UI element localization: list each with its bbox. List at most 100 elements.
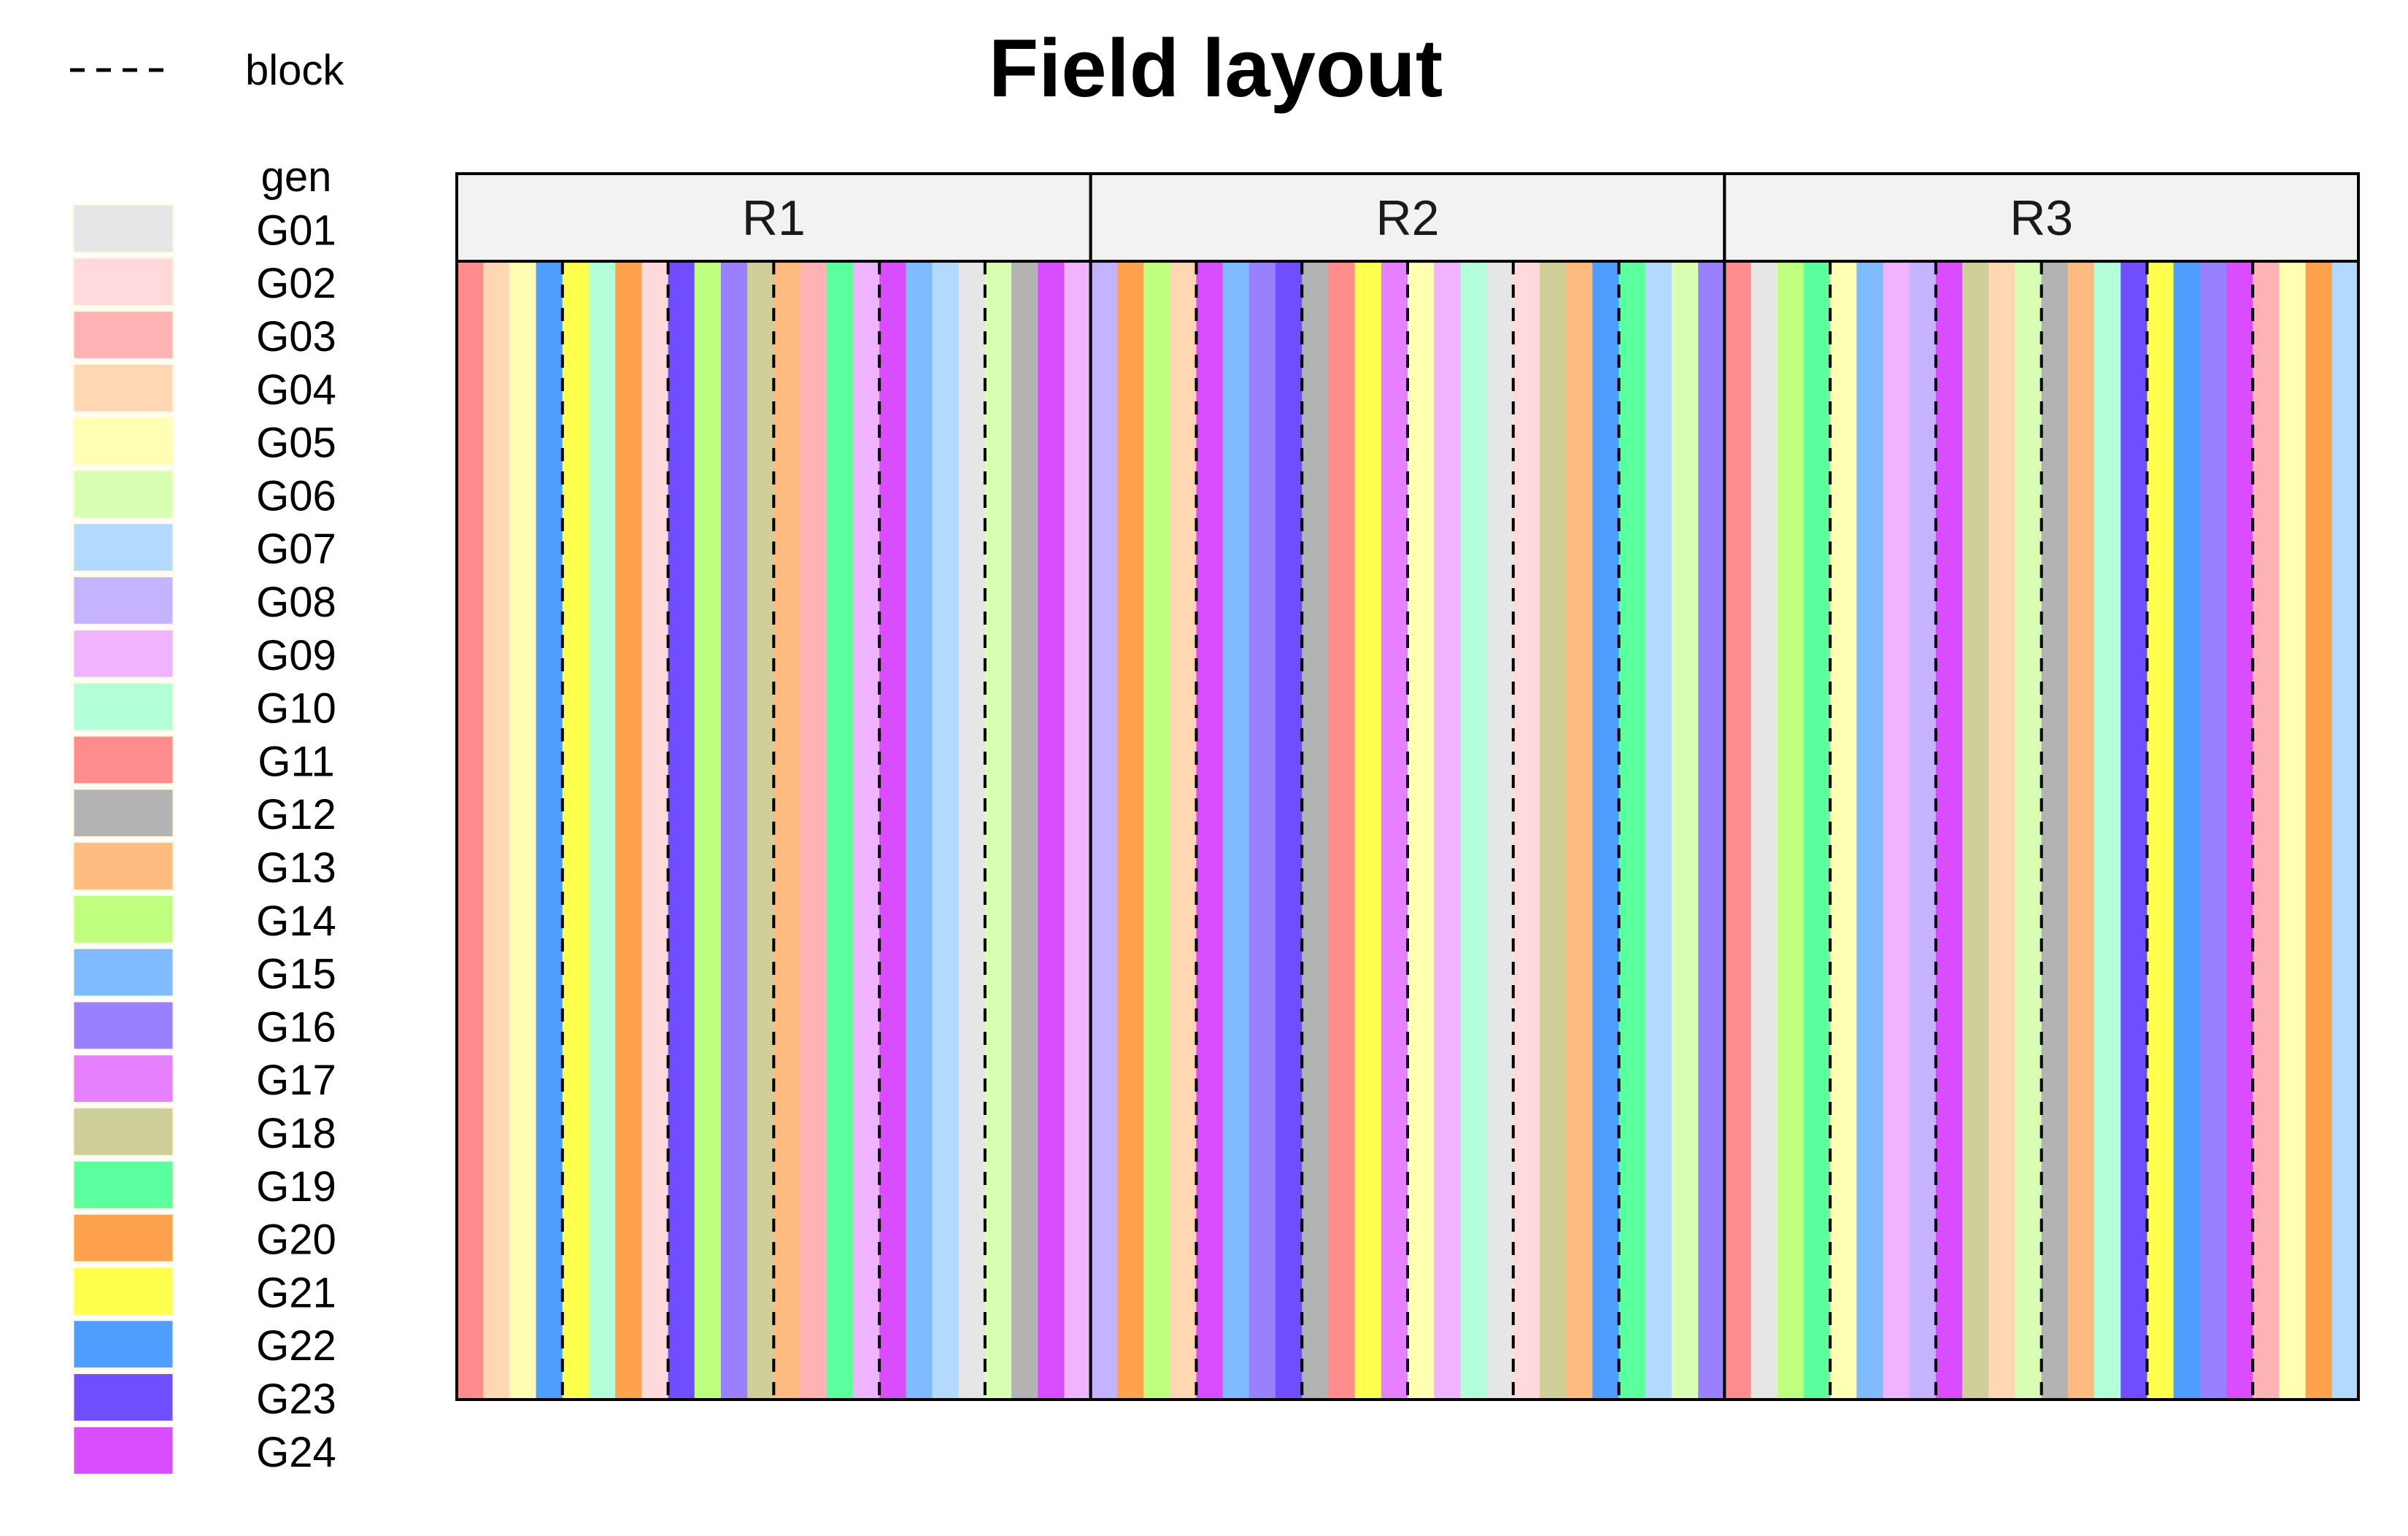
legend-label-g03: G03 [256, 313, 336, 360]
panel-label: R3 [2010, 190, 2073, 246]
plot-stripe [2305, 261, 2333, 1400]
plot-stripe [984, 261, 1012, 1400]
panel-label: R1 [742, 190, 806, 246]
panel-strip [457, 174, 1091, 261]
legend-label-g02: G02 [256, 260, 336, 307]
plot-stripe [1064, 261, 1092, 1400]
legend-swatch-g12 [72, 787, 175, 839]
legend-label-g06: G06 [256, 472, 336, 520]
plot-stripe [1566, 261, 1593, 1400]
legend-label-g07: G07 [256, 525, 336, 573]
legend-swatch-g06 [72, 468, 175, 520]
plot-stripe [509, 261, 537, 1400]
plot-stripe [483, 261, 510, 1400]
legend-swatch-g08 [72, 575, 175, 626]
plot-stripe [958, 261, 986, 1400]
legend-swatch-g02 [72, 256, 175, 308]
legend-label-g17: G17 [256, 1057, 336, 1104]
plot-stripe [1988, 261, 2016, 1400]
plot-stripe [1328, 261, 1356, 1400]
legend-label-g08: G08 [256, 579, 336, 626]
legend-label-g01: G01 [256, 207, 336, 254]
plot-stripe [562, 261, 590, 1400]
panel-strip [1724, 174, 2358, 261]
plot-stripe [1038, 261, 1065, 1400]
plot-stripe [1381, 261, 1408, 1400]
plot-stripe [1143, 261, 1170, 1400]
plot-stripe [932, 261, 960, 1400]
plot-stripe [1116, 261, 1144, 1400]
plot-stripe [2331, 261, 2359, 1400]
chart-title: Field layout [989, 23, 1443, 114]
plot-stripe [2067, 261, 2095, 1400]
plot-stripe [457, 261, 484, 1400]
plot-stripe [1883, 261, 1910, 1400]
legend-label-g15: G15 [256, 951, 336, 998]
legend-swatch-g23 [72, 1372, 175, 1423]
plot-stripe [1777, 261, 1805, 1400]
legend-label-g22: G22 [256, 1322, 336, 1370]
plot-stripe [1830, 261, 1857, 1400]
plot-stripe [1090, 261, 1118, 1400]
legend-swatch-g16 [72, 1000, 175, 1051]
plot-stripe [668, 261, 695, 1400]
panels: R1 R2 R3 [455, 172, 2360, 1401]
legend-swatch-g03 [72, 309, 175, 360]
plot-stripe [615, 261, 642, 1400]
plot-stripe [588, 261, 616, 1400]
panel-r1: R1 [455, 172, 1092, 1401]
plot-stripe [1222, 261, 1250, 1400]
plot-stripe [1196, 261, 1224, 1400]
plot-stripe [1249, 261, 1276, 1400]
plot-stripe [1698, 261, 1725, 1400]
legend-label-g04: G04 [256, 366, 336, 414]
plot-stripe [2041, 261, 2069, 1400]
plot-stripe [2147, 261, 2174, 1400]
plot-stripe [1539, 261, 1567, 1400]
plot-stripe [1513, 261, 1540, 1400]
legend-label-g11: G11 [258, 738, 334, 785]
plot-stripe [536, 261, 563, 1400]
legend-label-g18: G18 [256, 1110, 336, 1157]
legend-swatch-g24 [72, 1424, 175, 1476]
panel-strip [1090, 174, 1725, 261]
panel-border [1723, 260, 2360, 1401]
legend-label-g05: G05 [256, 420, 336, 467]
legend-block-label: block [245, 47, 344, 94]
legend-swatch-g04 [72, 362, 175, 414]
legend-label-g24: G24 [256, 1429, 336, 1476]
plot-stripe [2173, 261, 2201, 1400]
legend-swatch-g14 [72, 893, 175, 945]
plot-stripe [2226, 261, 2253, 1400]
plot-stripe [641, 261, 669, 1400]
plot-stripe [1909, 261, 1937, 1400]
plot-stripe [1434, 261, 1461, 1400]
legend-label-g20: G20 [256, 1216, 336, 1264]
plot-stripe [1354, 261, 1382, 1400]
plot-stripe [906, 261, 933, 1400]
plot-stripe [1856, 261, 1884, 1400]
legend-label-g14: G14 [256, 898, 336, 945]
plot-stripe [1935, 261, 1963, 1400]
plot-stripe [1011, 261, 1038, 1400]
legend-swatch-g09 [72, 628, 175, 679]
plot-stripe [1302, 261, 1330, 1400]
plot-stripe [720, 261, 748, 1400]
legend-swatch-g20 [72, 1212, 175, 1264]
legend-swatch-g21 [72, 1265, 175, 1317]
legend: block gen G01 G02 G03 G04 G05 G06 G07 G08 G09 G10… [70, 47, 344, 1476]
legend-swatch-g19 [72, 1159, 175, 1211]
plot-stripe [1592, 261, 1620, 1400]
plot-stripe [2015, 261, 2042, 1400]
plot-stripe [1803, 261, 1831, 1400]
legend-label-g09: G09 [256, 632, 336, 679]
legend-swatch-g22 [72, 1319, 175, 1370]
legend-gen-title: gen [261, 153, 332, 201]
plot-stripe [1460, 261, 1488, 1400]
legend-label-g16: G16 [256, 1003, 336, 1051]
plot-stripe [800, 261, 827, 1400]
plot-stripe [1645, 261, 1672, 1400]
legend-swatch-g13 [72, 841, 175, 892]
plot-stripe [1408, 261, 1435, 1400]
